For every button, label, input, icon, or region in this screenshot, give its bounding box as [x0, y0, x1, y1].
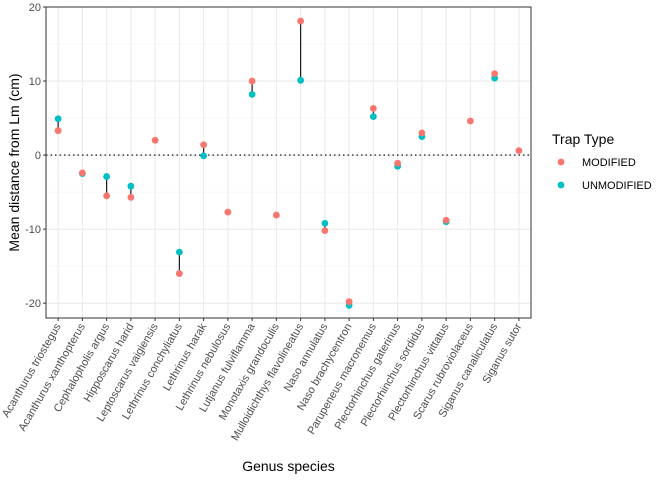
legend: Trap Type MODIFIED UNMODIFIED	[552, 131, 652, 192]
y-tick-label: 0	[35, 150, 41, 162]
point-unmodified	[248, 90, 256, 98]
point-unmodified	[200, 152, 208, 160]
point-modified	[224, 208, 232, 216]
point-modified	[200, 141, 208, 149]
point-modified	[369, 105, 377, 112]
y-tick-label: -10	[25, 224, 41, 236]
point-modified	[272, 211, 280, 219]
legend-title: Trap Type	[552, 131, 614, 147]
point-modified	[151, 136, 159, 144]
legend-label-modified: MODIFIED	[582, 157, 636, 169]
grid	[46, 6, 531, 318]
point-modified	[297, 17, 305, 25]
point-modified	[442, 216, 450, 224]
point-modified	[515, 147, 523, 155]
panel-background	[46, 7, 531, 318]
legend-label-unmodified: UNMODIFIED	[582, 180, 652, 192]
point-unmodified	[321, 219, 329, 227]
y-tick-label: 10	[29, 76, 41, 88]
point-modified	[127, 193, 135, 201]
panel-border	[45, 6, 532, 319]
y-axis: -20 -10 0 10 20	[25, 2, 46, 310]
point-modified	[248, 77, 256, 85]
point-modified	[54, 127, 62, 135]
point-modified	[394, 159, 402, 167]
legend-key-modified	[557, 158, 565, 166]
data-points	[54, 17, 523, 309]
point-modified	[491, 70, 499, 78]
y-tick-label: -20	[25, 298, 41, 310]
point-unmodified	[297, 76, 305, 84]
point-modified	[175, 270, 183, 277]
point-modified	[321, 227, 329, 235]
point-unmodified	[54, 115, 62, 123]
y-axis-title: Mean distance from Lm (cm)	[6, 73, 22, 251]
point-modified	[466, 117, 474, 125]
point-modified	[418, 129, 426, 137]
point-unmodified	[103, 173, 111, 180]
y-tick-label: 20	[29, 2, 41, 14]
x-axis-title: Genus species	[242, 458, 335, 474]
legend-key-unmodified	[557, 181, 565, 189]
point-modified	[78, 169, 86, 177]
point-unmodified	[127, 182, 135, 190]
point-modified	[103, 192, 111, 200]
point-unmodified	[175, 248, 183, 256]
point-unmodified	[369, 113, 377, 120]
point-modified	[345, 298, 353, 306]
